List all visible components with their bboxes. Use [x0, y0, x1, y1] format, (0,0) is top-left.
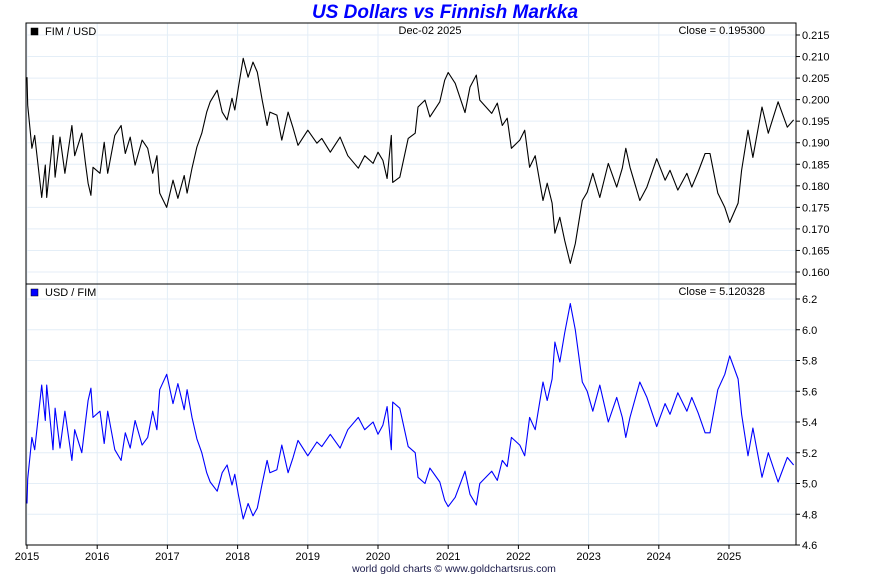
chart-title: US Dollars vs Finnish Markka [311, 2, 579, 23]
y-tick-label: 0.165 [802, 245, 830, 257]
legend-label: USD / FIM [45, 287, 96, 299]
fim-usd-series-line [26, 57, 795, 264]
y-tick-label: 5.0 [802, 479, 817, 491]
x-tick-label: 2022 [506, 551, 530, 563]
x-tick-label: 2023 [576, 551, 600, 563]
y-tick-label: 0.205 [802, 73, 830, 85]
y-tick-label: 0.175 [802, 202, 830, 214]
x-tick-label: 2025 [717, 551, 741, 563]
date-label: Dec-02 2025 [399, 25, 462, 37]
y-tick-label: 0.210 [802, 52, 830, 64]
y-tick-label: 0.190 [802, 138, 830, 150]
y-tick-label: 5.4 [802, 417, 817, 429]
y-tick-label: 0.185 [802, 159, 830, 171]
legend-swatch [30, 288, 39, 297]
legend-label: FIM / USD [45, 26, 96, 38]
y-tick-label: 6.0 [802, 325, 817, 337]
y-tick-label: 0.215 [802, 30, 830, 42]
y-tick-label: 5.8 [802, 356, 817, 368]
x-tick-label: 2016 [85, 551, 109, 563]
y-tick-label: 0.170 [802, 224, 830, 236]
x-tick-label: 2020 [366, 551, 390, 563]
x-tick-label: 2019 [296, 551, 320, 563]
footer-credit: world gold charts © www.goldchartsrus.co… [352, 563, 556, 575]
close-value-label: Close = 0.195300 [678, 25, 765, 37]
y-tick-label: 5.2 [802, 448, 817, 460]
y-tick-label: 5.6 [802, 386, 817, 398]
x-tick-label: 2021 [436, 551, 460, 563]
y-tick-label: 0.195 [802, 116, 830, 128]
legend-swatch [30, 27, 39, 36]
close-value-label: Close = 5.120328 [678, 286, 765, 298]
plot-frame [25, 22, 797, 285]
x-tick-label: 2017 [155, 551, 179, 563]
y-tick-label: 4.6 [802, 540, 817, 552]
y-tick-label: 0.160 [802, 267, 830, 279]
y-tick-label: 0.200 [802, 95, 830, 107]
usd-fim-series-line [26, 303, 795, 520]
x-tick-label: 2018 [225, 551, 249, 563]
plot-frame [25, 283, 797, 546]
x-tick-label: 2015 [15, 551, 39, 563]
y-tick-label: 4.8 [802, 509, 817, 521]
y-tick-label: 6.2 [802, 294, 817, 306]
y-tick-label: 0.180 [802, 181, 830, 193]
x-tick-label: 2024 [647, 551, 671, 563]
